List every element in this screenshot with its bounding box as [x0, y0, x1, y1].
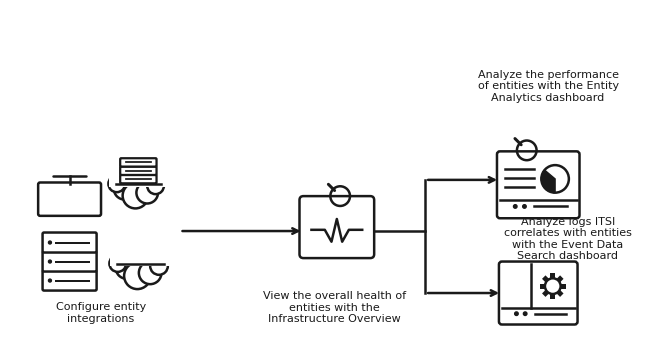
Text: Analyze logs ITSI
correlates with entities
with the Event Data
Search dashboard: Analyze logs ITSI correlates with entiti…: [504, 217, 632, 261]
Circle shape: [109, 255, 126, 272]
FancyBboxPatch shape: [300, 196, 374, 258]
Circle shape: [147, 177, 164, 194]
Polygon shape: [556, 275, 564, 283]
FancyBboxPatch shape: [42, 252, 97, 272]
Polygon shape: [542, 275, 549, 283]
Polygon shape: [556, 290, 564, 297]
Circle shape: [523, 312, 527, 315]
Circle shape: [124, 263, 151, 289]
FancyBboxPatch shape: [42, 270, 97, 290]
Text: Configure entity
integrations: Configure entity integrations: [56, 302, 146, 324]
Polygon shape: [560, 284, 566, 289]
FancyBboxPatch shape: [120, 158, 157, 167]
Polygon shape: [540, 284, 545, 289]
Polygon shape: [551, 294, 555, 299]
Circle shape: [139, 262, 161, 284]
FancyBboxPatch shape: [42, 233, 97, 253]
FancyBboxPatch shape: [497, 151, 580, 218]
Circle shape: [49, 241, 51, 244]
Circle shape: [136, 182, 158, 204]
Circle shape: [109, 176, 125, 192]
FancyBboxPatch shape: [499, 262, 578, 325]
Circle shape: [515, 312, 518, 315]
Circle shape: [49, 279, 51, 282]
Circle shape: [116, 257, 137, 279]
Circle shape: [114, 178, 135, 199]
Circle shape: [514, 205, 517, 208]
FancyBboxPatch shape: [110, 249, 172, 266]
FancyBboxPatch shape: [120, 175, 157, 183]
FancyBboxPatch shape: [120, 167, 157, 175]
Circle shape: [123, 183, 148, 208]
Circle shape: [49, 260, 51, 263]
Polygon shape: [542, 290, 549, 297]
FancyBboxPatch shape: [38, 183, 101, 216]
Wedge shape: [541, 170, 555, 193]
Circle shape: [150, 257, 168, 275]
FancyBboxPatch shape: [109, 170, 168, 187]
Circle shape: [523, 205, 526, 208]
Polygon shape: [551, 273, 555, 279]
Text: Analyze the performance
of entities with the Entity
Analytics dashboard: Analyze the performance of entities with…: [478, 70, 619, 103]
Text: View the overall health of
entities with the
Infrastructure Overview: View the overall health of entities with…: [263, 291, 406, 324]
